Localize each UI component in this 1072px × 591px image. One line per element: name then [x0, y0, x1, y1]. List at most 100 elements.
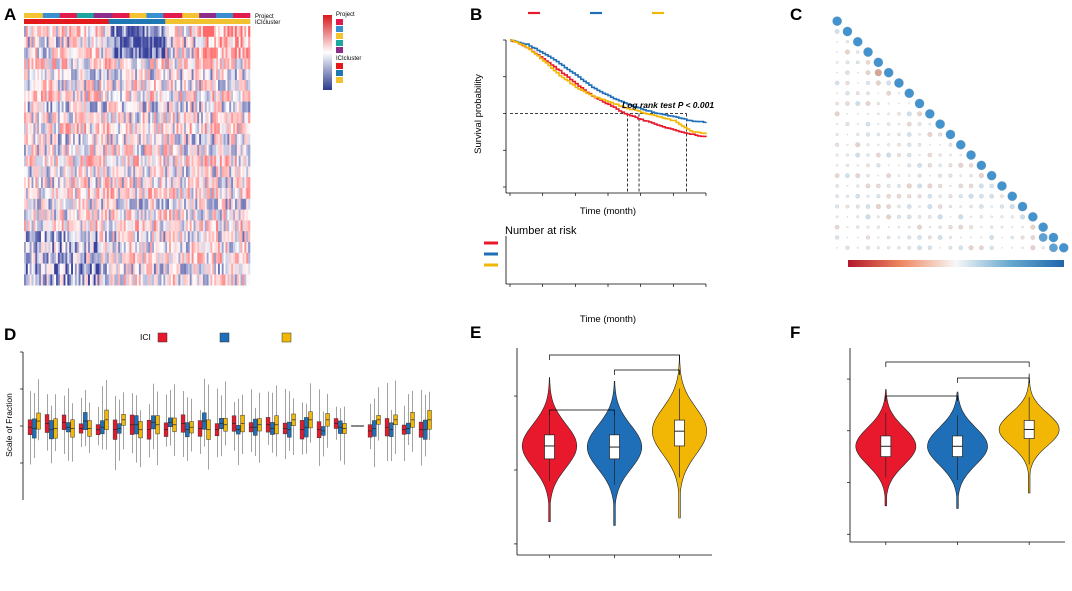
heatmap-cell	[106, 198, 110, 210]
heatmap-cell	[167, 69, 170, 81]
heatmap-cell	[152, 177, 155, 189]
heatmap-cell	[216, 58, 219, 70]
correlation-cell	[845, 80, 850, 85]
heatmap-cell	[37, 242, 40, 254]
heatmap-cell	[137, 220, 140, 232]
correlation-cell	[835, 194, 839, 198]
heatmap-cell	[217, 69, 221, 81]
heatmap-cell	[231, 134, 234, 146]
project-cell	[170, 13, 174, 18]
heatmap-cell	[39, 26, 42, 38]
heatmap-cell	[223, 242, 226, 254]
heatmap-cell	[153, 26, 157, 38]
heatmap-cell	[165, 166, 168, 178]
heatmap-cell	[129, 134, 132, 146]
project-cell	[39, 13, 42, 18]
heatmap-cell	[27, 26, 30, 38]
heatmap-cell	[204, 123, 207, 135]
heatmap-cell	[40, 123, 44, 135]
legend-ici-swatch	[336, 77, 343, 83]
heatmap-cell	[39, 90, 42, 102]
heatmap-cell	[33, 220, 36, 232]
heatmap-cell	[65, 134, 68, 146]
heatmap-cell	[244, 209, 247, 221]
correlation-cell	[917, 163, 922, 168]
heatmap-cell	[236, 155, 239, 167]
heatmap-cell	[106, 80, 110, 92]
heatmap-cell	[185, 80, 189, 92]
heatmap-cell	[189, 166, 192, 178]
heatmap-cell	[144, 220, 147, 232]
heatmap-cell	[197, 112, 200, 124]
heatmap-cell	[37, 177, 40, 189]
heatmap-cell	[88, 58, 91, 70]
heatmap-cell	[56, 231, 59, 243]
heatmap-cell	[112, 26, 115, 38]
heatmap-cell	[52, 231, 55, 243]
heatmap-cell	[112, 166, 115, 178]
correlation-cell	[1010, 235, 1014, 240]
heatmap-cell	[165, 123, 168, 135]
heatmap-cell	[40, 90, 44, 102]
heatmap-cell	[33, 198, 36, 210]
project-cell	[234, 13, 238, 18]
correlation-cell	[1021, 226, 1024, 229]
heatmap-cell	[67, 242, 70, 254]
heatmap-cell	[155, 144, 159, 156]
heatmap-cell	[242, 144, 245, 156]
heatmap-cell	[61, 26, 64, 38]
heatmap-cell	[217, 47, 221, 59]
heatmap-cell	[163, 252, 166, 264]
project-cell	[99, 13, 102, 18]
correlation-cell	[866, 153, 870, 157]
correlation-cell	[938, 183, 943, 188]
heatmap-cell	[221, 144, 224, 156]
heatmap-cell	[56, 112, 59, 124]
heatmap-cell	[63, 231, 66, 243]
heatmap-cell	[240, 69, 243, 81]
heatmap-cell	[159, 155, 162, 167]
heatmap-cell	[78, 144, 81, 156]
heatmap-cell	[187, 231, 191, 243]
heatmap-cell	[234, 69, 238, 81]
heatmap-cell	[248, 101, 251, 113]
heatmap-cell	[206, 166, 209, 178]
project-cell	[120, 13, 123, 18]
project-cell	[182, 13, 185, 18]
heatmap-cell	[187, 90, 191, 102]
heatmap-cell	[86, 47, 89, 59]
heatmap-cell	[46, 144, 49, 156]
heatmap-cell	[169, 188, 172, 200]
heatmap-cell	[50, 101, 53, 113]
heatmap-cell	[116, 47, 119, 59]
heatmap-cell	[161, 90, 164, 102]
heatmap-cell	[133, 231, 136, 243]
heatmap-cell	[172, 144, 175, 156]
heatmap-cell	[123, 123, 126, 135]
heatmap-cell	[82, 231, 85, 243]
heatmap-cell	[161, 198, 164, 210]
heatmap-cell	[167, 198, 170, 210]
heatmap-cell	[185, 231, 189, 243]
correlation-cell	[834, 80, 840, 86]
correlation-cell	[917, 173, 922, 178]
heatmap-cell	[219, 80, 223, 92]
heatmap-cell	[86, 263, 89, 275]
legend-project-swatch	[336, 47, 343, 53]
heatmap-cell	[54, 220, 57, 232]
heatmap-cell	[219, 134, 223, 146]
heatmap-cell	[163, 231, 166, 243]
heatmap-cell	[155, 242, 159, 254]
heatmap-cell	[125, 26, 128, 38]
correlation-cell	[968, 183, 974, 189]
heatmap-cell	[144, 198, 147, 210]
correlation-cell	[845, 153, 849, 157]
heatmap-cell	[106, 263, 110, 275]
heatmap-cell	[246, 69, 249, 81]
heatmap-cell	[27, 144, 30, 156]
heatmap-cell	[135, 252, 138, 264]
correlation-cell	[875, 80, 881, 86]
heatmap-cell	[191, 90, 194, 102]
heatmap-cell	[129, 36, 132, 48]
heatmap-cell	[82, 242, 85, 254]
